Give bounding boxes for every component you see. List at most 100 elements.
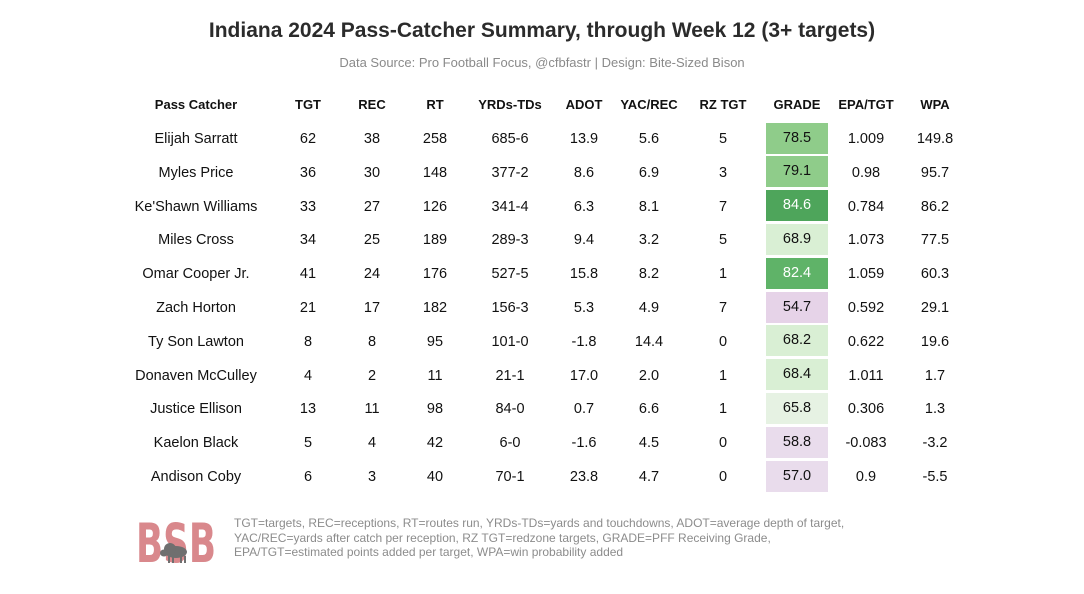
cell-wpa: 29.1 [920, 300, 950, 316]
cell-rz-tgt: 1 [718, 266, 728, 283]
cell-yac-rec: 8.2 [638, 266, 660, 283]
cell-adot: 13.9 [569, 131, 599, 147]
player-name: Omar Cooper Jr. [142, 266, 250, 283]
cell-adot: 15.8 [569, 266, 599, 283]
cell-adot: 0.7 [573, 401, 595, 418]
cell-tgt: 41 [299, 266, 317, 283]
cell-yac-rec: 4.7 [638, 469, 660, 485]
cell-yac-rec: 2.0 [638, 367, 660, 384]
cell-rz-tgt: 5 [718, 131, 728, 147]
cell-rt: 11 [427, 367, 443, 384]
cell-epa-tgt: 1.059 [847, 266, 885, 283]
cell-wpa: 1.7 [924, 367, 946, 384]
cell-yac-rec: 4.5 [638, 435, 660, 452]
cell-rec: 8 [367, 333, 377, 350]
cell-rec: 27 [363, 198, 381, 215]
cell-yrds-tds: 377-2 [491, 164, 529, 181]
cell-yrds-tds: 527-5 [491, 266, 529, 283]
cell-rt: 189 [422, 232, 448, 249]
grade-cell: 78.5 [766, 122, 828, 154]
grade-cell: 84.6 [766, 190, 828, 222]
cell-yrds-tds: 21-1 [495, 367, 525, 384]
column-header-yrds-tds: YRDs-TDs [478, 97, 542, 112]
cell-rt: 126 [422, 198, 448, 215]
cell-yrds-tds: 84-0 [495, 401, 525, 418]
footnote-line: EPA/TGT=estimated points added per targe… [234, 545, 624, 559]
cell-yac-rec: 8.1 [638, 198, 660, 215]
player-name: Kaelon Black [153, 435, 239, 452]
cell-rt: 148 [422, 164, 448, 181]
cell-yrds-tds: 101-0 [491, 333, 529, 350]
chart-subtitle: Data Source: Pro Football Focus, @cfbfas… [339, 55, 745, 70]
grade-cell: 54.7 [766, 291, 828, 323]
cell-rz-tgt: 5 [718, 232, 728, 249]
bsb-logo: BSB [136, 512, 216, 565]
column-header-tgt: TGT [295, 97, 321, 112]
grade-cell: 82.4 [766, 257, 828, 289]
chart-title: Indiana 2024 Pass-Catcher Summary, throu… [208, 19, 876, 42]
cell-epa-tgt: 0.9 [855, 469, 877, 485]
column-header-yac-rec: YAC/REC [620, 97, 678, 112]
player-name: Zach Horton [156, 300, 236, 316]
player-name: Donaven McCulley [135, 367, 257, 384]
cell-rec: 25 [363, 232, 381, 249]
cell-adot: 17.0 [569, 367, 599, 384]
cell-tgt: 62 [299, 131, 317, 147]
cell-epa-tgt: 0.784 [847, 198, 885, 215]
cell-yrds-tds: 6-0 [499, 435, 521, 452]
cell-epa-tgt: 0.98 [851, 164, 881, 181]
cell-tgt: 36 [299, 164, 317, 181]
cell-yrds-tds: 685-6 [491, 131, 529, 147]
cell-rz-tgt: 7 [718, 198, 728, 215]
cell-wpa: 77.5 [920, 232, 950, 249]
grade-cell: 58.8 [766, 426, 828, 458]
cell-rz-tgt: 7 [718, 300, 728, 316]
cell-epa-tgt: 1.073 [847, 232, 885, 249]
cell-rz-tgt: 1 [718, 401, 728, 418]
cell-yac-rec: 6.9 [638, 164, 660, 181]
footnote-line: TGT=targets, REC=receptions, RT=routes r… [234, 516, 845, 530]
column-header-rec: REC [358, 97, 386, 112]
column-header-rz-tgt: RZ TGT [699, 97, 747, 112]
cell-wpa: -5.5 [922, 469, 948, 485]
cell-rt: 182 [422, 300, 448, 316]
cell-yrds-tds: 289-3 [491, 232, 529, 249]
cell-rec: 17 [363, 300, 381, 316]
cell-rec: 24 [363, 266, 381, 283]
cell-rec: 3 [367, 469, 377, 485]
cell-rec: 4 [367, 435, 377, 452]
cell-wpa: 95.7 [920, 164, 950, 181]
cell-rec: 2 [367, 367, 377, 384]
cell-tgt: 33 [299, 198, 317, 215]
cell-rt: 176 [422, 266, 448, 283]
cell-yac-rec: 6.6 [638, 401, 660, 418]
grade-cell: 68.9 [766, 223, 828, 255]
grade-cell: 68.2 [766, 325, 828, 357]
cell-adot: -1.8 [571, 333, 597, 350]
cell-yac-rec: 14.4 [634, 333, 664, 350]
cell-tgt: 5 [303, 435, 313, 452]
cell-adot: 23.8 [569, 469, 599, 485]
grade-cell: 57.0 [766, 460, 828, 492]
player-name: Miles Cross [158, 232, 234, 249]
grade-cell: 79.1 [766, 156, 828, 188]
cell-wpa: 86.2 [920, 198, 950, 215]
cell-adot: 8.6 [573, 164, 595, 181]
cell-rt: 40 [426, 469, 444, 485]
column-header-wpa: WPA [920, 97, 950, 112]
cell-yrds-tds: 156-3 [491, 300, 529, 316]
cell-rz-tgt: 0 [718, 469, 728, 485]
cell-rt: 42 [426, 435, 444, 452]
player-name: Myles Price [158, 164, 234, 181]
cell-wpa: 60.3 [920, 266, 950, 283]
cell-epa-tgt: -0.083 [845, 435, 887, 452]
cell-wpa: 19.6 [920, 333, 950, 350]
player-name: Andison Coby [150, 469, 242, 485]
player-name: Ty Son Lawton [148, 333, 244, 350]
player-name: Ke'Shawn Williams [134, 198, 258, 215]
cell-rec: 38 [363, 131, 381, 147]
cell-adot: 9.4 [573, 232, 595, 249]
column-header-rt: RT [426, 97, 444, 112]
grade-cell: 68.4 [766, 359, 828, 391]
cell-wpa: 149.8 [916, 131, 954, 147]
